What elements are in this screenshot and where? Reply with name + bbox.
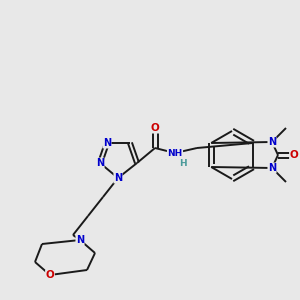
Text: NH: NH [167,148,183,158]
Text: O: O [46,270,54,280]
Text: N: N [268,137,276,147]
Text: H: H [179,158,187,167]
Text: N: N [103,138,111,148]
Text: N: N [76,235,84,245]
Text: O: O [151,123,159,133]
Text: N: N [114,173,122,183]
Text: O: O [290,150,298,160]
Text: N: N [268,163,276,173]
Text: N: N [96,158,104,168]
